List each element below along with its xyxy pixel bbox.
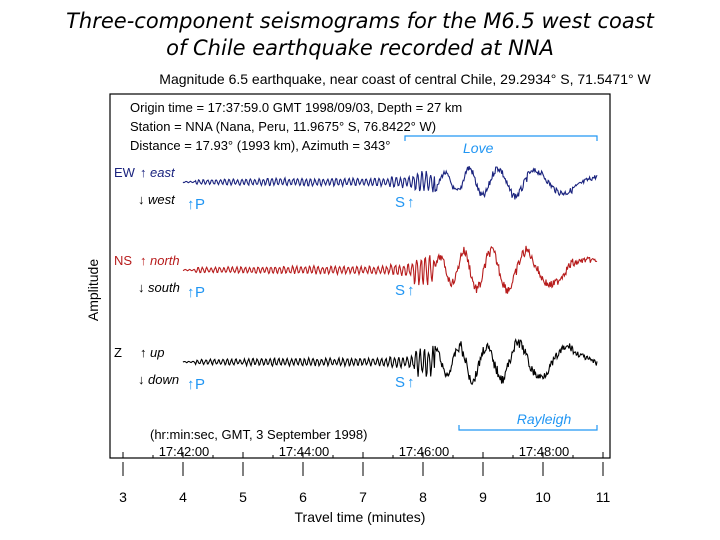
x-tick-label: 8 (419, 489, 427, 505)
s-arrival-label: S (395, 194, 405, 211)
down-direction-label: west (148, 192, 176, 207)
down-arrow-icon: ↓ (138, 372, 145, 387)
up-direction-label: north (150, 253, 180, 268)
up-arrow-icon: ↑ (140, 253, 147, 268)
up-arrow-icon: ↑ (407, 374, 415, 391)
up-arrow-icon: ↑ (187, 284, 195, 301)
trace-z (182, 338, 598, 386)
love-wave-label: Love (463, 140, 494, 156)
down-arrow-icon: ↓ (138, 192, 145, 207)
trace-ns (182, 245, 598, 294)
top-axis-caption: (hr:min:sec, GMT, 3 September 1998) (150, 427, 367, 442)
x-tick-label: 5 (239, 489, 247, 505)
up-arrow-icon: ↑ (140, 165, 147, 180)
p-arrival-label: P (195, 284, 205, 301)
rayleigh-window-bracket (458, 425, 598, 431)
gmt-tick-label: 17:46:00 (399, 444, 450, 459)
y-axis-label: Amplitude (85, 259, 101, 321)
phase-annotations: EW ↑ east↓ west ↑ P S ↑NS ↑ north↓ south ↑ P S ↑Z ↑ up↓ d… (114, 135, 598, 431)
trace-ew (182, 165, 598, 200)
s-arrival-label: S (395, 374, 405, 391)
chart-title: Magnitude 6.5 earthquake, near coast of … (159, 71, 651, 87)
traces (182, 165, 598, 386)
axes: 3 4 5 6 7 8 9 10 11 17:42:00 17:44:00 17:46:00 17:48… (119, 444, 610, 505)
x-tick-label: 11 (596, 489, 611, 505)
p-arrival-label: P (195, 376, 205, 393)
love-window-bracket (404, 135, 598, 141)
info-distance: Distance = 17.93° (1993 km), Azimuth = 3… (130, 138, 390, 153)
x-tick-label: 10 (535, 489, 551, 505)
up-arrow-icon: ↑ (140, 345, 147, 360)
plot-frame (109, 93, 611, 459)
x-tick-label: 4 (179, 489, 187, 505)
slide-title-line-2: of Chile earthquake recorded at NNA (166, 36, 554, 60)
s-arrival-label: S (395, 282, 405, 299)
slide-title: Three-component seismograms for the M6.5… (0, 8, 720, 62)
x-tick-label: 9 (479, 489, 487, 505)
down-arrow-icon: ↓ (138, 280, 145, 295)
up-direction-label: up (150, 345, 164, 360)
up-arrow-icon: ↑ (187, 376, 195, 393)
gmt-tick-label: 17:48:00 (519, 444, 570, 459)
component-label: EW (114, 165, 136, 180)
up-arrow-icon: ↑ (407, 194, 415, 211)
component-label: NS (114, 253, 132, 268)
x-tick-label: 7 (359, 489, 367, 505)
slide-title-line-1: Three-component seismograms for the M6.5… (66, 9, 654, 33)
component-label: Z (114, 345, 122, 360)
rayleigh-wave-label: Rayleigh (517, 411, 572, 427)
up-direction-label: east (150, 165, 176, 180)
p-arrival-label: P (195, 196, 205, 213)
gmt-tick-label: 17:44:00 (279, 444, 330, 459)
x-tick-label: 3 (119, 489, 127, 505)
x-tick-label: 6 (299, 489, 307, 505)
up-arrow-icon: ↑ (187, 196, 195, 213)
x-axis-label: Travel time (minutes) (295, 509, 426, 525)
info-station: Station = NNA (Nana, Peru, 11.9675° S, 7… (130, 119, 436, 134)
info-block: Origin time = 17:37:59.0 GMT 1998/09/03,… (130, 100, 462, 153)
gmt-tick-label: 17:42:00 (159, 444, 210, 459)
up-arrow-icon: ↑ (407, 282, 415, 299)
info-origin: Origin time = 17:37:59.0 GMT 1998/09/03,… (130, 100, 462, 115)
down-direction-label: south (148, 280, 180, 295)
down-direction-label: down (148, 372, 179, 387)
